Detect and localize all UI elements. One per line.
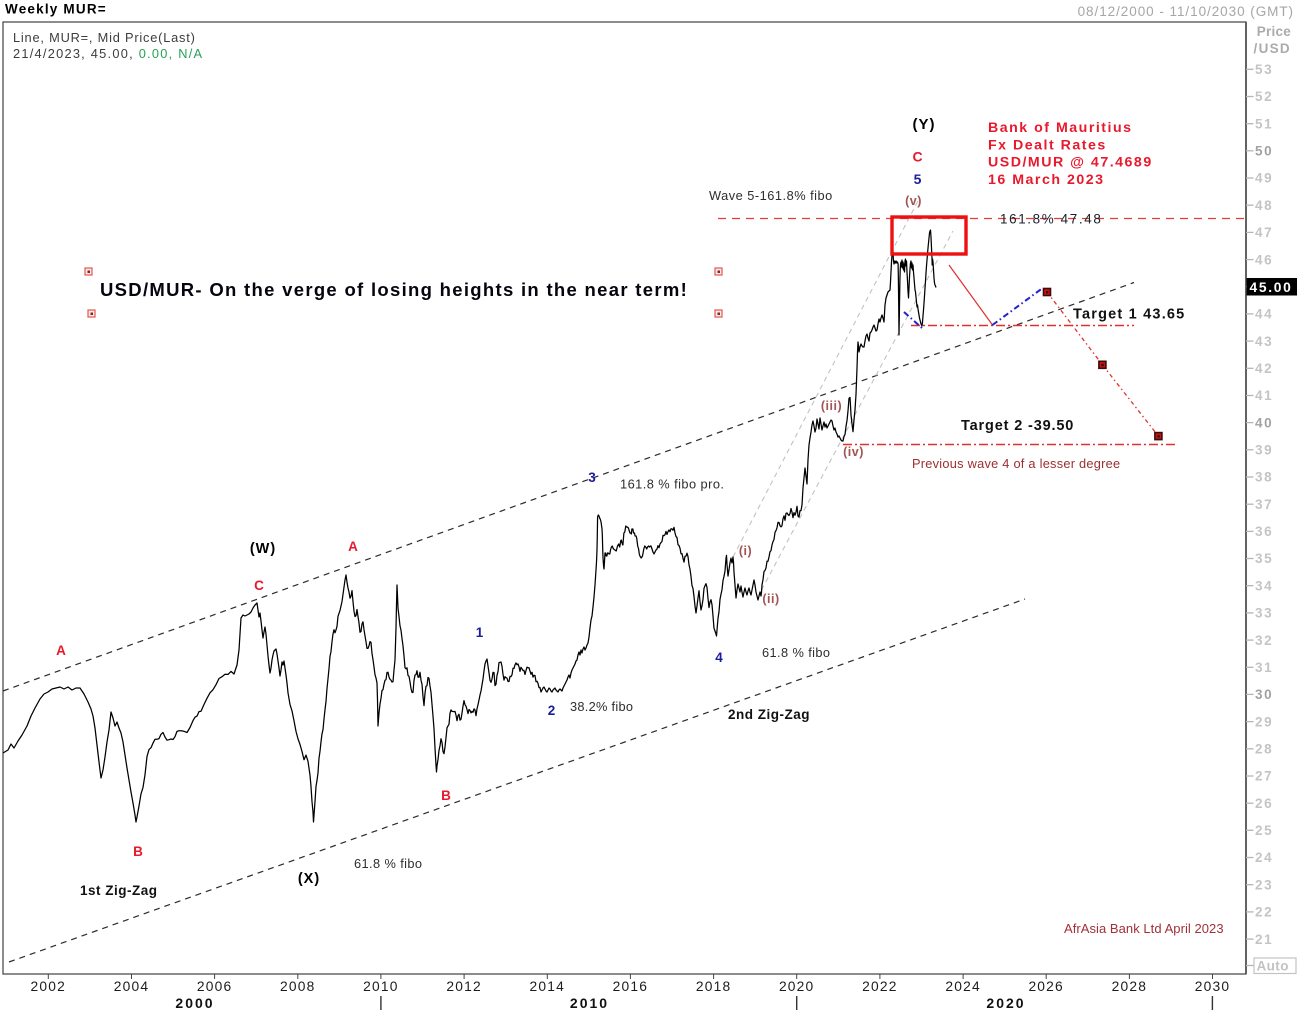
svg-text:23: 23 <box>1255 877 1273 892</box>
svg-text:(X): (X) <box>298 871 320 887</box>
svg-text:2012: 2012 <box>446 979 482 994</box>
svg-text:1st Zig-Zag: 1st Zig-Zag <box>80 883 158 898</box>
svg-text:40: 40 <box>1255 415 1273 430</box>
svg-text:61.8 % fibo: 61.8 % fibo <box>354 856 422 871</box>
svg-text:2030: 2030 <box>1195 979 1231 994</box>
svg-text:B: B <box>133 844 143 859</box>
svg-text:Auto: Auto <box>1257 959 1289 974</box>
svg-text:34: 34 <box>1255 578 1273 593</box>
svg-text:46: 46 <box>1255 252 1273 267</box>
svg-text:(W): (W) <box>250 541 276 557</box>
svg-text:1: 1 <box>476 625 484 640</box>
svg-text:Fx Dealt Rates: Fx Dealt Rates <box>988 137 1107 153</box>
svg-text:50: 50 <box>1255 144 1273 159</box>
svg-text:52: 52 <box>1255 89 1273 104</box>
svg-text:Weekly MUR=: Weekly MUR= <box>5 2 107 17</box>
svg-text:35: 35 <box>1255 551 1273 566</box>
svg-text:2022: 2022 <box>862 979 898 994</box>
svg-text:27: 27 <box>1255 769 1273 784</box>
svg-text:(iv): (iv) <box>843 445 864 459</box>
svg-text:2020: 2020 <box>779 979 815 994</box>
svg-text:2006: 2006 <box>197 979 233 994</box>
svg-text:2008: 2008 <box>280 979 316 994</box>
svg-text:38.2% fibo: 38.2% fibo <box>570 699 633 714</box>
svg-text:(i): (i) <box>739 544 752 558</box>
svg-text:(v): (v) <box>905 194 922 208</box>
svg-text:48: 48 <box>1255 198 1273 213</box>
svg-text:47: 47 <box>1255 225 1273 240</box>
svg-text:2014: 2014 <box>530 979 566 994</box>
svg-text:Line, MUR=, Mid Price(Last): Line, MUR=, Mid Price(Last) <box>13 30 196 45</box>
svg-text:2010: 2010 <box>363 979 399 994</box>
svg-text:38: 38 <box>1255 470 1273 485</box>
svg-text:A: A <box>348 539 358 554</box>
svg-text:2010: 2010 <box>570 995 609 1011</box>
svg-text:Previous wave 4 of a lesser de: Previous wave 4 of a lesser degree <box>912 456 1120 471</box>
svg-text:44: 44 <box>1255 307 1273 322</box>
svg-text:43: 43 <box>1255 334 1273 349</box>
svg-text:5: 5 <box>914 171 922 187</box>
svg-text:2018: 2018 <box>696 979 732 994</box>
svg-text:61.8 % fibo: 61.8 % fibo <box>762 645 830 660</box>
svg-text:51: 51 <box>1255 116 1273 131</box>
svg-text:USD/MUR @ 47.4689: USD/MUR @ 47.4689 <box>988 155 1153 171</box>
svg-text:(ii): (ii) <box>762 592 779 606</box>
svg-text:45.00: 45.00 <box>1250 280 1293 295</box>
svg-text:2024: 2024 <box>945 979 981 994</box>
svg-text:Bank of Mauritius: Bank of Mauritius <box>988 120 1133 136</box>
svg-text:21/4/2023, 45.00, 0.00, N/A: 21/4/2023, 45.00, 0.00, N/A <box>13 46 203 61</box>
svg-text:A: A <box>56 643 66 658</box>
svg-text:B: B <box>441 788 451 803</box>
svg-text:08/12/2000 - 11/10/2030 (GMT): 08/12/2000 - 11/10/2030 (GMT) <box>1078 4 1294 19</box>
svg-text:31: 31 <box>1255 660 1273 675</box>
svg-text:28: 28 <box>1255 742 1273 757</box>
svg-text:161.8 % fibo pro.: 161.8 % fibo pro. <box>620 477 724 492</box>
svg-text:2002: 2002 <box>31 979 67 994</box>
svg-text:33: 33 <box>1255 606 1273 621</box>
svg-text:16 March 2023: 16 March 2023 <box>988 172 1105 188</box>
svg-text:Price: Price <box>1257 24 1292 39</box>
svg-text:36: 36 <box>1255 524 1273 539</box>
svg-text:22: 22 <box>1255 905 1273 920</box>
svg-text:49: 49 <box>1255 171 1273 186</box>
svg-text:41: 41 <box>1255 388 1273 403</box>
svg-text:AfrAsia Bank Ltd April 2023: AfrAsia Bank Ltd April 2023 <box>1064 921 1224 936</box>
svg-text:Wave 5-161.8% fibo: Wave 5-161.8% fibo <box>709 188 833 203</box>
svg-text:Target 2 -39.50: Target 2 -39.50 <box>961 418 1074 434</box>
svg-text:32: 32 <box>1255 633 1273 648</box>
svg-text:C: C <box>254 578 264 593</box>
svg-text:161.8% 47.48: 161.8% 47.48 <box>1000 212 1102 227</box>
svg-text:Target 1 43.65: Target 1 43.65 <box>1073 307 1185 323</box>
svg-text:2020: 2020 <box>986 995 1025 1011</box>
svg-text:2026: 2026 <box>1028 979 1064 994</box>
svg-text:C: C <box>912 149 922 165</box>
svg-text:2004: 2004 <box>114 979 150 994</box>
svg-text:24: 24 <box>1255 850 1273 865</box>
svg-text:(Y): (Y) <box>913 116 936 133</box>
svg-text:21: 21 <box>1255 932 1273 947</box>
svg-text:26: 26 <box>1255 796 1273 811</box>
svg-text:25: 25 <box>1255 823 1273 838</box>
svg-text:39: 39 <box>1255 443 1273 458</box>
svg-text:(iii): (iii) <box>821 399 842 413</box>
svg-text:37: 37 <box>1255 497 1273 512</box>
svg-text:42: 42 <box>1255 361 1273 376</box>
svg-text:29: 29 <box>1255 714 1273 729</box>
svg-text:3: 3 <box>588 470 596 485</box>
svg-text:53: 53 <box>1255 62 1273 77</box>
svg-text:30: 30 <box>1255 687 1273 702</box>
svg-text:2016: 2016 <box>613 979 649 994</box>
svg-text:2000: 2000 <box>175 995 214 1011</box>
svg-text:/USD: /USD <box>1254 41 1291 56</box>
svg-text:USD/MUR- On the verge of losin: USD/MUR- On the verge of losing heights … <box>100 279 688 300</box>
svg-text:2028: 2028 <box>1112 979 1148 994</box>
svg-text:4: 4 <box>715 650 723 665</box>
svg-text:2: 2 <box>548 703 556 718</box>
svg-text:2nd Zig-Zag: 2nd Zig-Zag <box>728 707 810 722</box>
